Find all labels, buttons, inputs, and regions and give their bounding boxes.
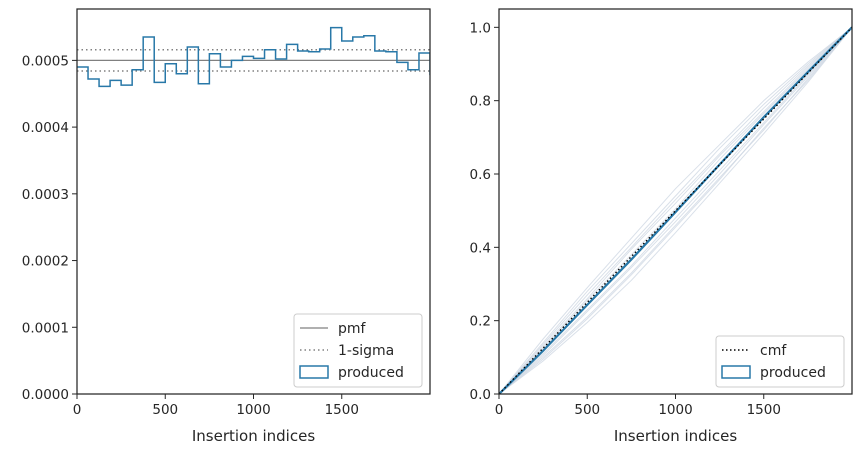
y-tick-label: 0.6	[470, 167, 491, 183]
legend-label: cmf	[760, 343, 787, 359]
x-tick-label: 500	[574, 402, 600, 418]
background-curve	[499, 26, 852, 394]
legend-label: produced	[760, 365, 826, 381]
legend-label: produced	[338, 365, 404, 381]
background-curve	[499, 26, 852, 394]
legend: pmf 1-sigma produced	[293, 313, 423, 388]
legend-produced-swatch	[721, 365, 751, 379]
right-cmf-panel: 0 500 1000 1500 0.0 0.2 0.4 0.6 0.8 1.0 Insertion …	[470, 8, 853, 445]
background-curve	[499, 27, 852, 394]
cmf-plot-area	[499, 26, 852, 394]
x-tick-label: 1500	[325, 402, 359, 418]
x-tick-label: 1000	[658, 402, 692, 418]
x-tick-label: 0	[495, 402, 504, 418]
y-tick-label: 0.0001	[22, 320, 69, 336]
y-tick-label: 1.0	[470, 20, 491, 36]
x-tick-label: 500	[152, 402, 178, 418]
y-tick-label: 0.0003	[22, 187, 69, 203]
x-tick-label: 1500	[747, 402, 781, 418]
legend-label: 1-sigma	[338, 343, 394, 359]
background-curve	[499, 27, 852, 394]
legend-produced-swatch	[299, 365, 329, 379]
y-tick-label: 0.0004	[22, 120, 69, 136]
produced-step-line	[77, 26, 430, 88]
legend-box	[715, 335, 845, 388]
x-tick-label: 1000	[236, 402, 270, 418]
legend-label: pmf	[338, 321, 367, 337]
y-tick-label: 0.0005	[22, 53, 69, 69]
background-curve	[499, 26, 852, 394]
y-tick-label: 0.0000	[22, 387, 69, 403]
y-tick-label: 0.4	[470, 240, 491, 256]
legend: cmf produced	[715, 335, 845, 388]
legend-box	[293, 313, 423, 388]
background-curve	[499, 26, 852, 394]
x-axis-label: Insertion indices	[614, 427, 737, 445]
produced-curve	[499, 26, 852, 394]
y-tick-label: 0.2	[470, 314, 491, 330]
cmf-line	[499, 26, 852, 394]
produced-histogram	[77, 26, 430, 88]
background-curve	[499, 26, 852, 394]
y-tick-label: 0.8	[470, 94, 491, 110]
y-tick-label: 0.0002	[22, 254, 69, 270]
x-tick-label: 0	[73, 402, 82, 418]
left-pmf-panel: 0 500 1000 1500 0.0000 0.0001 0.0002 0.0003 0.00…	[22, 8, 431, 445]
y-tick-label: 0.0	[470, 387, 491, 403]
background-curve	[499, 27, 852, 394]
x-axis-label: Insertion indices	[192, 427, 315, 445]
